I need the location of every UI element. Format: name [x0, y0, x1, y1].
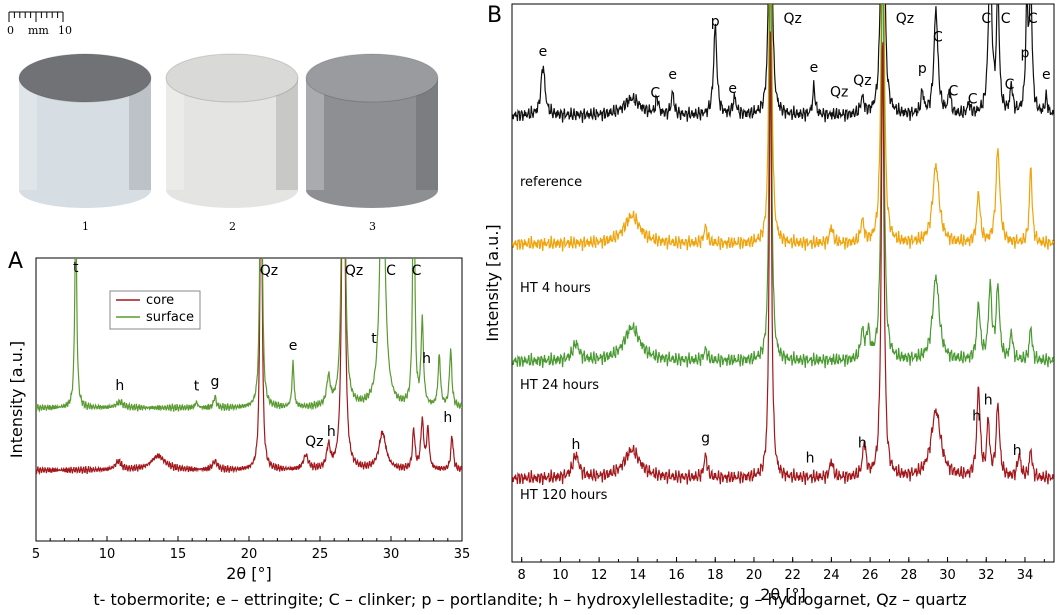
x-tick-label: 20: [746, 568, 763, 583]
x-tick-label: 22: [784, 568, 801, 583]
x-tick-label: 12: [591, 568, 608, 583]
series-line-ht-24-hours: [512, 4, 1054, 369]
peak-label: C: [412, 263, 422, 279]
peak-label: e: [728, 81, 737, 97]
peak-label: e: [289, 338, 298, 354]
plot-frame: [35, 257, 463, 542]
x-tick-label: 20: [241, 547, 258, 562]
peak-label: h: [1013, 443, 1022, 459]
peak-label: h: [115, 378, 124, 394]
x-tick-label: 35: [454, 547, 471, 562]
x-tick-label: 16: [668, 568, 685, 583]
legend-label: core: [146, 293, 174, 308]
scale-end: 10: [58, 24, 72, 37]
peak-label: t: [73, 260, 79, 276]
peak-label: C: [386, 263, 396, 279]
peak-label: C: [1001, 11, 1011, 27]
sample-number: 1: [82, 220, 89, 233]
peak-label: h: [972, 408, 981, 424]
x-tick-label: 15: [170, 547, 187, 562]
peak-label: g: [210, 374, 219, 390]
x-tick-label: 26: [862, 568, 879, 583]
peak-label: e: [668, 67, 677, 83]
sample-photo: 0 mm 10 1 2 3: [7, 11, 439, 233]
x-tick-label: 24: [823, 568, 840, 583]
peak-label: C: [650, 86, 660, 102]
y-axis-label: Intensity [a.u.]: [7, 341, 26, 458]
series-line-reference: [512, 4, 1054, 123]
peak-label: C: [933, 30, 943, 46]
chart-b: 8 10 12 14 16 18 20 22 24 26 28 30 32 34 2θ [°] Intensi…: [483, 3, 1055, 604]
peak-label: e: [810, 60, 819, 76]
sample-cylinder-3: 3: [305, 53, 439, 233]
series-label: HT 120 hours: [520, 488, 608, 503]
x-tick-label: 5: [32, 547, 40, 562]
peak-label: h: [806, 451, 815, 467]
x-tick-label: 30: [939, 568, 956, 583]
peak-label: p: [918, 61, 927, 77]
sample-cylinder-2: 2: [165, 53, 299, 233]
x-tick-label: 34: [1017, 568, 1034, 583]
peak-label: Qz: [260, 263, 278, 279]
x-tick-label: 10: [552, 568, 569, 583]
peak-label: Qz: [783, 11, 801, 27]
series-label: HT 4 hours: [520, 281, 591, 296]
sample-number: 2: [229, 220, 236, 233]
peak-label: Qz: [896, 11, 914, 27]
peak-label: h: [984, 393, 993, 409]
peak-label: p: [1021, 45, 1030, 61]
peak-label: t: [371, 331, 377, 347]
peak-label: C: [1005, 77, 1015, 93]
peak-label: C: [1028, 11, 1038, 27]
legend: core surface: [109, 290, 201, 330]
x-tick-label: 32: [978, 568, 995, 583]
panel-a-letter: A: [8, 249, 23, 274]
peak-label: Qz: [305, 434, 323, 450]
series-label: HT 24 hours: [520, 378, 599, 393]
peak-label: h: [443, 410, 452, 426]
x-tick-label: 18: [707, 568, 724, 583]
peak-label: h: [422, 351, 431, 367]
peak-label: C: [968, 91, 978, 107]
peak-label: C: [981, 11, 991, 27]
sample-cylinder-1: 1: [18, 53, 152, 233]
x-tick-label: 25: [312, 547, 329, 562]
peak-label: e: [539, 44, 548, 60]
scale-bar: 0 mm 10: [7, 11, 72, 37]
plot-frame: [511, 3, 1055, 563]
x-tick-label: 10: [99, 547, 116, 562]
series-label: reference: [520, 175, 582, 190]
series-line-core: [36, 258, 462, 476]
peak-label: Qz: [853, 73, 871, 89]
peak-label: g: [701, 430, 710, 446]
series-line-ht-120-hours: [512, 31, 1054, 486]
series-line-ht-4-hours: [512, 4, 1054, 252]
chart-a: 5 10 15 20 25 30 35 2θ [°] Intensity [a.u.] core s…: [7, 257, 471, 583]
peak-label: C: [948, 84, 958, 100]
panel-b-letter: B: [487, 3, 502, 28]
x-tick-label: 14: [630, 568, 647, 583]
sample-number: 3: [369, 220, 376, 233]
peak-label: h: [327, 424, 336, 440]
x-tick-label: 28: [901, 568, 918, 583]
x-axis-label: 2θ [°]: [226, 564, 272, 583]
x-tick-label: 8: [518, 568, 526, 583]
x-tick-label: 30: [383, 547, 400, 562]
peak-label: p: [711, 14, 720, 30]
peak-label: Qz: [345, 263, 363, 279]
peak-label: e: [1042, 67, 1051, 83]
scale-start: 0: [7, 24, 14, 37]
series-line-surface: [36, 258, 462, 413]
peak-label: h: [571, 437, 580, 453]
x-axis-label: 2θ [°]: [760, 585, 806, 604]
figure-caption: t- tobermorite; e – ettringite; C – clin…: [93, 590, 967, 609]
legend-label: surface: [146, 310, 194, 325]
scale-unit: mm: [28, 24, 49, 37]
peak-label: Qz: [830, 84, 848, 100]
y-axis-label: Intensity [a.u.]: [483, 224, 502, 341]
peak-label: t: [194, 379, 200, 395]
peak-label: h: [858, 435, 867, 451]
